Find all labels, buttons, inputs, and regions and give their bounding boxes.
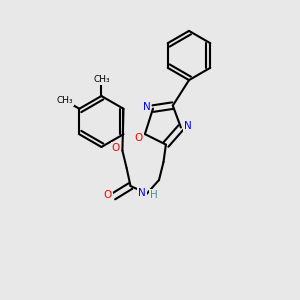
Text: CH₃: CH₃: [93, 75, 110, 84]
Text: N: N: [142, 101, 150, 112]
Text: O: O: [104, 190, 112, 200]
Text: N: N: [184, 121, 191, 131]
Text: O: O: [135, 133, 143, 143]
Text: O: O: [112, 143, 120, 153]
Text: H: H: [150, 190, 158, 200]
Text: N: N: [138, 188, 146, 198]
Text: CH₃: CH₃: [57, 96, 73, 105]
